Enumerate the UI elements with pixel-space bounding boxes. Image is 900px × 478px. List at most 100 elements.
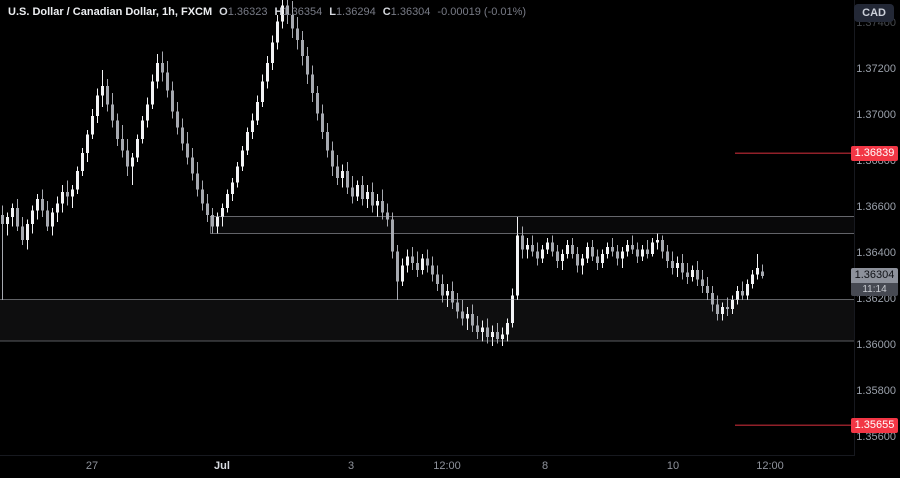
currency-badge[interactable]: CAD — [854, 4, 894, 22]
time-axis-label: 3 — [347, 460, 355, 472]
candle-body — [86, 134, 89, 153]
candle-body — [141, 120, 144, 139]
candle-body — [96, 95, 99, 116]
candle-body — [751, 274, 754, 284]
candle-body — [216, 217, 219, 227]
candle-body — [116, 120, 119, 139]
candle-body — [661, 240, 664, 252]
candle-body — [121, 139, 124, 151]
candle-body — [326, 132, 329, 151]
candle-body — [656, 240, 659, 243]
candle-body — [646, 249, 649, 254]
candle-body — [566, 244, 569, 254]
candle-body — [126, 150, 129, 167]
candle-body — [361, 185, 364, 199]
candle-body — [576, 254, 579, 266]
price-tick-label: 1.35800 — [856, 385, 896, 397]
candle-body — [101, 86, 104, 96]
chart-legend: U.S. Dollar / Canadian Dollar, 1h, FXCM O… — [8, 5, 526, 19]
candle-body — [66, 191, 69, 197]
candle-body — [496, 332, 499, 340]
candle-body — [466, 313, 469, 319]
candle-body — [421, 258, 424, 271]
price-axis[interactable]: 1.37400 1.37200 1.37000 1.36800 1.36600 1.364… — [854, 0, 900, 455]
candle-body — [601, 254, 604, 264]
candle-body — [241, 150, 244, 167]
candle-body — [671, 260, 674, 268]
candle-body — [71, 189, 74, 197]
price-tick-label: 1.36600 — [856, 201, 896, 213]
candle-body — [556, 251, 559, 261]
candle-body — [351, 187, 354, 197]
candle-body — [691, 270, 694, 277]
time-axis[interactable]: 27 Jul 3 12:00 8 10 12:00 — [0, 455, 855, 478]
candle-body — [16, 208, 19, 227]
candle-body — [521, 235, 524, 250]
candle-body — [136, 139, 139, 158]
candle-body — [186, 143, 189, 158]
candle-body — [161, 63, 164, 73]
symbol-title[interactable]: U.S. Dollar / Canadian Dollar, 1h, FXCM — [8, 6, 213, 18]
candle-body — [721, 306, 724, 314]
alert-price-label-2: 1.35655 — [851, 417, 898, 433]
candle-body — [491, 332, 494, 337]
candle-body — [401, 265, 404, 282]
candle-body — [21, 226, 24, 241]
time-axis-label: Jul — [214, 460, 230, 472]
candle-body — [281, 5, 284, 22]
candle-body — [11, 208, 14, 218]
candle-body — [716, 304, 719, 314]
candle-body — [201, 189, 204, 204]
candle-body — [686, 272, 689, 277]
candle-body — [246, 132, 249, 151]
time-axis-label: 12:00 — [433, 460, 461, 472]
candle-body — [341, 171, 344, 179]
candle-body — [296, 28, 299, 41]
candle-body — [581, 258, 584, 266]
ohlc-close-value: 1.36304 — [390, 6, 431, 18]
candle-body — [371, 191, 374, 206]
candle-body — [356, 185, 359, 197]
candle-body — [456, 302, 459, 312]
demand-band-fill[interactable] — [0, 298, 855, 341]
price-chart[interactable] — [0, 0, 855, 455]
candle-body — [166, 72, 169, 91]
candle-body — [531, 244, 534, 252]
candle-body — [461, 311, 464, 319]
candle-body — [516, 235, 519, 296]
candle-body — [346, 171, 349, 188]
candle-body — [571, 244, 574, 254]
candle-body — [451, 290, 454, 303]
candle-body — [111, 104, 114, 121]
candle-body — [46, 210, 49, 227]
candle-body — [56, 203, 59, 213]
candle-body — [381, 201, 384, 213]
supply-box-fill[interactable] — [210, 216, 855, 233]
candle-body — [311, 74, 314, 93]
candle-body — [36, 198, 39, 211]
candle-body — [621, 251, 624, 259]
candle-body — [236, 166, 239, 183]
candle-body — [151, 81, 154, 105]
time-axis-label: 8 — [541, 460, 549, 472]
candle-body — [411, 256, 414, 264]
candle-body — [336, 166, 339, 179]
candle-body — [76, 171, 79, 190]
candle-body — [616, 251, 619, 259]
candle-body — [731, 300, 734, 310]
last-price-label: 1.36304 — [851, 268, 898, 284]
candle-body — [586, 247, 589, 259]
ohlc-low-value: 1.36294 — [335, 6, 376, 18]
price-tick-label: 1.35600 — [856, 431, 896, 443]
candle-body — [221, 208, 224, 218]
candle-body — [171, 90, 174, 112]
candle-body — [666, 251, 669, 261]
candle-body — [191, 157, 194, 174]
ohlc-open-label: O — [219, 6, 228, 18]
candle-body — [51, 212, 54, 227]
candle-body — [376, 201, 379, 206]
candle-body — [286, 5, 289, 15]
candle-body — [176, 111, 179, 128]
candle-body — [481, 327, 484, 333]
candle-body — [1, 214, 4, 225]
